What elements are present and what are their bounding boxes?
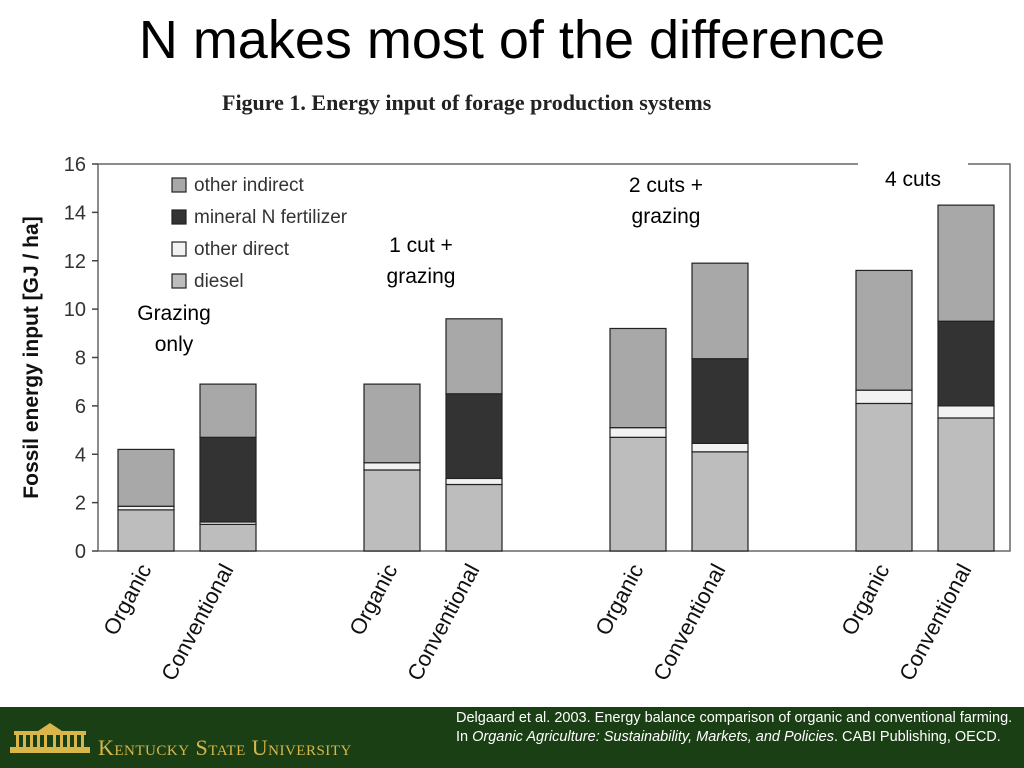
bar-segment-other-indirect <box>609 327 667 429</box>
bar-segment-other-direct <box>445 477 503 486</box>
bar-segment-other-direct <box>937 405 995 419</box>
group-label: 2 cuts + <box>629 174 703 197</box>
bar-segment-diesel <box>445 483 503 552</box>
y-axis-label: Fossil energy input [GJ / ha] <box>20 216 43 498</box>
group-label-background <box>858 160 968 198</box>
legend-label: other direct <box>194 239 290 260</box>
university-building-icon <box>10 723 90 753</box>
legend-swatch <box>171 241 187 257</box>
bar-segment-diesel <box>937 417 995 552</box>
y-tick-label: 12 <box>64 251 86 273</box>
bar-segment-other-indirect <box>117 448 175 507</box>
x-category-label: Organic <box>590 560 648 640</box>
citation-text: Delgaard et al. 2003. Energy balance com… <box>456 709 1016 747</box>
bar-segment-other-indirect <box>445 318 503 395</box>
legend-label: mineral N fertilizer <box>194 207 348 228</box>
bar-segment-other-direct <box>609 427 667 438</box>
bar-segment-diesel <box>855 402 913 552</box>
citation-book-title: Organic Agriculture: Sustainability, Mar… <box>472 729 834 745</box>
bar-segment-other-direct <box>363 462 421 471</box>
bar-segment-diesel <box>363 469 421 552</box>
bar-segment-mineral-N-fertilizer <box>199 436 257 523</box>
bar-segment-diesel <box>691 451 749 552</box>
legend-swatch <box>171 177 187 193</box>
x-category-label: Organic <box>98 560 156 640</box>
bar-segment-other-indirect <box>691 262 749 360</box>
y-tick-label: 16 <box>64 154 86 176</box>
group-label: grazing <box>387 265 456 288</box>
x-category-label: Conventional <box>402 560 484 685</box>
group-label: 1 cut + <box>389 234 453 257</box>
x-category-label: Organic <box>344 560 402 640</box>
group-label-background <box>366 226 476 296</box>
citation-part1: Delgaard et al. 2003. Energy balance com… <box>456 710 1013 745</box>
slide-title: N makes most of the difference <box>138 10 886 70</box>
y-tick-label: 2 <box>75 493 86 515</box>
bar-segment-diesel <box>199 523 257 552</box>
group-label: grazing <box>632 205 701 228</box>
bar-segment-diesel <box>609 436 667 552</box>
y-tick-label: 10 <box>64 299 86 321</box>
bar-segment-mineral-N-fertilizer <box>445 393 503 480</box>
y-tick-label: 8 <box>75 348 86 370</box>
group-label: Grazing <box>137 302 211 325</box>
bar-segment-other-indirect <box>363 383 421 464</box>
legend-swatch <box>171 273 187 289</box>
y-tick-label: 4 <box>75 444 86 466</box>
legend-swatch <box>171 209 187 225</box>
bar-segment-other-indirect <box>937 204 995 322</box>
group-label-background <box>611 166 721 236</box>
y-tick-label: 6 <box>75 396 86 418</box>
bar-segment-mineral-N-fertilizer <box>937 320 995 407</box>
y-tick-label: 0 <box>75 541 86 563</box>
x-category-label: Conventional <box>648 560 730 685</box>
legend-label: diesel <box>194 271 244 292</box>
bar-segment-other-direct <box>691 442 749 453</box>
bar-segment-mineral-N-fertilizer <box>691 358 749 444</box>
bar-segment-diesel <box>117 509 175 552</box>
y-tick-label: 14 <box>64 202 86 224</box>
group-label: only <box>155 333 194 356</box>
footer-bar: Kentucky State University Delgaard et al… <box>0 707 1024 768</box>
group-label-background <box>119 294 229 364</box>
university-logo-text: Kentucky State University <box>98 735 352 760</box>
x-category-label: Conventional <box>894 560 976 685</box>
x-category-label: Organic <box>836 560 894 640</box>
figure-title: Figure 1. Energy input of forage product… <box>222 90 712 115</box>
bar-segment-other-indirect <box>855 269 913 391</box>
bar-segment-other-indirect <box>199 383 257 438</box>
x-category-label: Conventional <box>156 560 238 685</box>
group-label: 4 cuts <box>885 168 941 191</box>
bar-segment-other-direct <box>855 389 913 405</box>
stacked-bar-chart: 0 2 4 6 8 10 12 14 16 Fossil energy input [GJ / h… <box>20 154 1011 685</box>
legend-label: other indirect <box>194 175 305 196</box>
citation-part2: . CABI Publishing, OECD. <box>833 729 1001 745</box>
